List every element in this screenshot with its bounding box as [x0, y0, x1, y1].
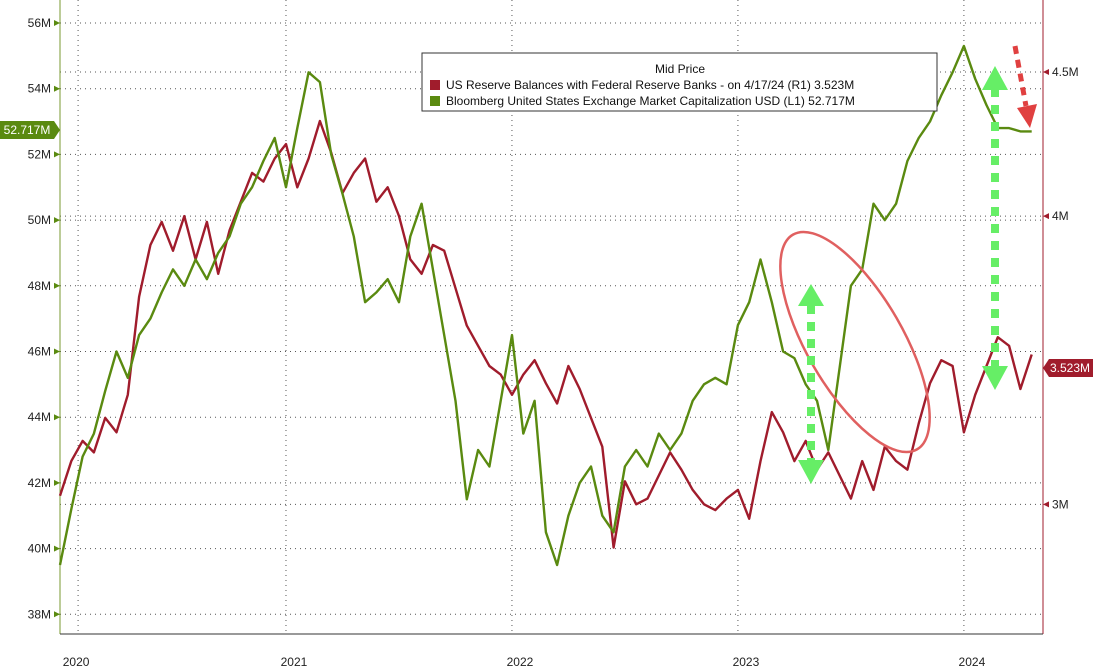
- left-last-value-badge: 52.717M: [0, 121, 60, 139]
- legend-swatch-reserves: [430, 80, 440, 90]
- right-axis-ticks: 3M 4M 4.5M: [1043, 65, 1079, 511]
- legend-title: Mid Price: [655, 62, 705, 76]
- left-tick-label: 52M: [28, 147, 51, 161]
- left-tick-arrow: [54, 85, 60, 92]
- x-tick-label: 2023: [733, 655, 760, 669]
- series-layer: [58, 44, 1033, 567]
- series-line-market-cap: [58, 44, 1032, 567]
- x-tick-label: 2020: [63, 655, 90, 669]
- green-double-arrow-2024: [982, 66, 1008, 390]
- left-tick-label: 42M: [28, 476, 51, 490]
- left-tick-label: 54M: [28, 82, 51, 96]
- highlight-ellipse: [779, 230, 931, 454]
- left-badge-label: 52.717M: [4, 123, 51, 137]
- left-tick-arrow: [54, 611, 60, 618]
- red-down-arrow: [1012, 45, 1037, 128]
- left-tick-arrow: [54, 414, 60, 421]
- left-tick-arrow: [54, 151, 60, 158]
- right-tick-arrow: [1043, 213, 1049, 220]
- left-tick-label: 50M: [28, 213, 51, 227]
- left-tick-label: 56M: [28, 16, 51, 30]
- legend-swatch-market-cap: [430, 96, 440, 106]
- series-line-reserves: [58, 119, 1033, 549]
- left-tick-arrow: [54, 217, 60, 224]
- left-tick-label: 46M: [28, 344, 51, 358]
- legend-entry-reserves: US Reserve Balances with Federal Reserve…: [446, 78, 854, 92]
- left-axis-ticks: 38M 40M 42M 44M 46M 48M 50M 52M 54M 56M: [28, 16, 60, 621]
- x-axis-ticks: 2020 2021 2022 2023 2024: [63, 655, 986, 669]
- left-tick-label: 44M: [28, 410, 51, 424]
- left-tick-label: 40M: [28, 542, 51, 556]
- legend-box: [421, 52, 938, 112]
- right-badge-label: 3.523M: [1050, 361, 1090, 375]
- left-badge-shape: [0, 121, 60, 139]
- x-tick-label: 2022: [507, 655, 534, 669]
- right-tick-label: 4.5M: [1052, 65, 1079, 79]
- annotations: [779, 45, 1037, 484]
- x-tick-label: 2024: [959, 655, 986, 669]
- right-tick-label: 4M: [1052, 209, 1069, 223]
- green-double-arrow-2023: [798, 284, 824, 484]
- x-tick-label: 2021: [281, 655, 308, 669]
- left-tick-arrow: [54, 19, 60, 26]
- legend: Mid Price US Reserve Balances with Feder…: [421, 52, 938, 112]
- legend-entry-market-cap: Bloomberg United States Exchange Market …: [446, 94, 855, 108]
- left-tick-arrow: [54, 348, 60, 355]
- left-tick-label: 38M: [28, 607, 51, 621]
- right-last-value-badge: 3.523M: [1043, 359, 1093, 377]
- right-tick-label: 3M: [1052, 497, 1069, 511]
- right-badge-shape: [1043, 359, 1093, 377]
- right-tick-arrow: [1043, 501, 1049, 508]
- right-tick-arrow: [1043, 69, 1049, 76]
- left-tick-arrow: [54, 282, 60, 289]
- left-tick-label: 48M: [28, 279, 51, 293]
- left-tick-arrow: [54, 545, 60, 552]
- left-tick-arrow: [54, 479, 60, 486]
